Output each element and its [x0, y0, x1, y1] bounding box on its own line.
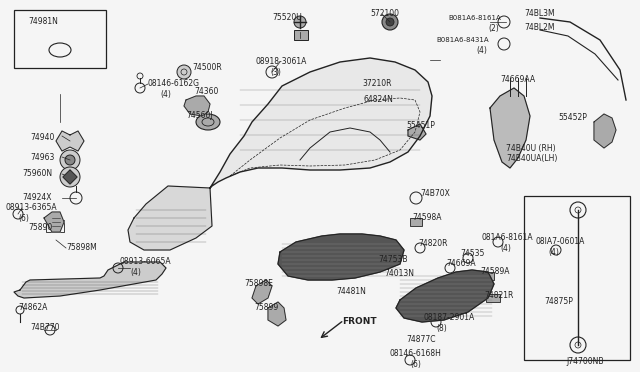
Text: 74B70X: 74B70X	[420, 189, 450, 199]
Bar	[524, 196, 630, 360]
Text: 74360: 74360	[194, 87, 218, 96]
Text: 74924X: 74924X	[22, 193, 51, 202]
Text: 74B40UA(LH): 74B40UA(LH)	[506, 154, 557, 163]
Text: 74820R: 74820R	[418, 240, 447, 248]
Text: 74BL3M: 74BL3M	[524, 10, 555, 19]
Text: 74877C: 74877C	[406, 336, 435, 344]
Circle shape	[65, 155, 75, 165]
Text: 74981N: 74981N	[28, 17, 58, 26]
Circle shape	[177, 65, 191, 79]
Text: (8): (8)	[436, 324, 447, 333]
Polygon shape	[268, 302, 286, 326]
Text: (4): (4)	[500, 244, 511, 253]
Text: 74BL2M: 74BL2M	[524, 23, 554, 32]
Text: 74669A: 74669A	[446, 260, 476, 269]
Bar	[370, 256, 386, 266]
Circle shape	[294, 16, 306, 28]
Ellipse shape	[196, 114, 220, 130]
Polygon shape	[184, 96, 210, 116]
Text: 08146-6162G: 08146-6162G	[148, 80, 200, 89]
Bar	[46, 220, 64, 232]
Polygon shape	[252, 280, 272, 304]
Text: 55451P: 55451P	[406, 122, 435, 131]
Text: B081A6-8161A: B081A6-8161A	[448, 15, 500, 21]
Circle shape	[371, 85, 381, 95]
Text: (4): (4)	[130, 267, 141, 276]
Text: 74821R: 74821R	[484, 292, 513, 301]
Text: 74589A: 74589A	[480, 267, 509, 276]
Text: 75960N: 75960N	[22, 170, 52, 179]
Circle shape	[60, 150, 80, 170]
Bar	[294, 30, 308, 40]
Text: FRONT: FRONT	[342, 317, 376, 327]
Text: (4): (4)	[476, 45, 487, 55]
Polygon shape	[490, 88, 530, 168]
Text: 08187-2901A: 08187-2901A	[424, 314, 476, 323]
Circle shape	[382, 14, 398, 30]
Text: 74875P: 74875P	[544, 298, 573, 307]
Text: (2): (2)	[488, 23, 499, 32]
Text: B081A6-8431A: B081A6-8431A	[436, 37, 488, 43]
Text: J74700NB: J74700NB	[566, 357, 604, 366]
Text: (6): (6)	[410, 359, 421, 369]
Circle shape	[386, 18, 394, 26]
Text: 08146-6168H: 08146-6168H	[390, 350, 442, 359]
Bar	[486, 294, 500, 302]
Text: 55452P: 55452P	[558, 113, 587, 122]
Polygon shape	[408, 124, 426, 140]
Text: 74963: 74963	[30, 153, 54, 161]
Text: 75520U: 75520U	[272, 13, 301, 22]
Bar	[410, 218, 422, 226]
Polygon shape	[128, 186, 212, 250]
Polygon shape	[594, 114, 616, 148]
Polygon shape	[56, 131, 84, 151]
Polygon shape	[44, 212, 64, 232]
Text: 75898M: 75898M	[66, 244, 97, 253]
Text: 74535: 74535	[460, 250, 484, 259]
Text: 08913-6065A: 08913-6065A	[120, 257, 172, 266]
Bar	[482, 272, 494, 280]
Text: 74B40U (RH): 74B40U (RH)	[506, 144, 556, 153]
Text: 081A6-8161A: 081A6-8161A	[482, 234, 534, 243]
Text: 74481N: 74481N	[336, 288, 366, 296]
Text: (4): (4)	[160, 90, 171, 99]
Text: 08913-6365A: 08913-6365A	[6, 203, 58, 212]
Text: 74560J: 74560J	[186, 112, 212, 121]
Text: 08IA7-0601A: 08IA7-0601A	[536, 237, 586, 247]
Polygon shape	[396, 270, 494, 322]
Text: 74598A: 74598A	[412, 214, 442, 222]
Text: 74669AA: 74669AA	[500, 76, 535, 84]
Text: 75899: 75899	[254, 304, 278, 312]
Text: 75890: 75890	[28, 224, 52, 232]
Circle shape	[60, 167, 80, 187]
Text: 74500R: 74500R	[192, 64, 221, 73]
Polygon shape	[210, 58, 432, 188]
Text: 74862A: 74862A	[18, 304, 47, 312]
Text: 37210R: 37210R	[362, 80, 392, 89]
Polygon shape	[14, 262, 166, 298]
Text: (6): (6)	[18, 214, 29, 222]
Polygon shape	[63, 170, 77, 184]
Polygon shape	[278, 234, 404, 280]
Text: 08918-3061A: 08918-3061A	[256, 58, 307, 67]
Text: 74940: 74940	[30, 134, 54, 142]
Bar	[14, 10, 106, 68]
Text: 74753B: 74753B	[378, 256, 408, 264]
Bar	[368, 104, 386, 114]
Text: 64824N: 64824N	[364, 96, 394, 105]
Text: (4): (4)	[548, 247, 559, 257]
Text: 74013N: 74013N	[384, 269, 414, 279]
Text: 74B770: 74B770	[30, 324, 60, 333]
Text: 75898E: 75898E	[244, 279, 273, 289]
Text: (3): (3)	[270, 67, 281, 77]
Text: 572100: 572100	[370, 10, 399, 19]
